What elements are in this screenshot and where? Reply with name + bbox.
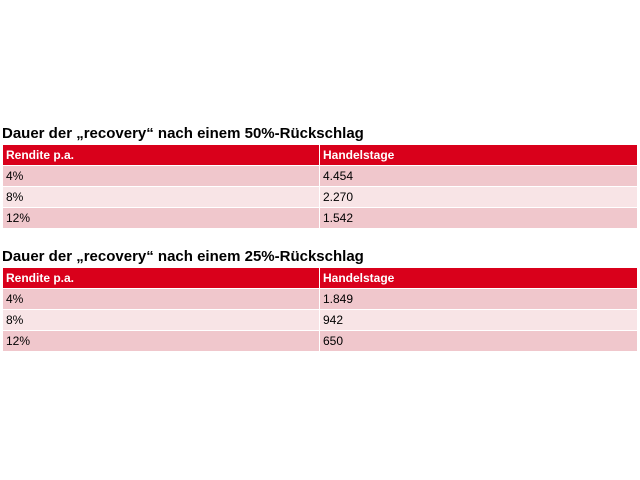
table-cell: 650	[319, 330, 638, 352]
table-cell: 8%	[2, 309, 320, 331]
table-cell: 4%	[2, 165, 320, 187]
table-block: Dauer der „recovery“ nach einem 25%-Rück…	[2, 247, 638, 352]
table-row: 4% 4.454	[2, 165, 638, 187]
table-cell: 4%	[2, 288, 320, 310]
header-cell: Rendite p.a.	[2, 267, 320, 289]
table-block: Dauer der „recovery“ nach einem 50%-Rück…	[2, 124, 638, 229]
header-row: Rendite p.a. Handelstage	[2, 144, 638, 166]
header-row: Rendite p.a. Handelstage	[2, 267, 638, 289]
table-title: Dauer der „recovery“ nach einem 50%-Rück…	[2, 125, 364, 142]
data-table: Rendite p.a. Handelstage 4% 1.849 8% 942 12% 65…	[2, 267, 638, 352]
table-title: Dauer der „recovery“ nach einem 25%-Rück…	[2, 248, 364, 265]
table-row: 4% 1.849	[2, 288, 638, 310]
table-cell: 4.454	[319, 165, 638, 187]
table-cell: 8%	[2, 186, 320, 208]
header-cell: Handelstage	[319, 267, 638, 289]
table-cell: 12%	[2, 330, 320, 352]
header-cell: Rendite p.a.	[2, 144, 320, 166]
table-cell: 1.849	[319, 288, 638, 310]
table-row: 8% 942	[2, 309, 638, 331]
table-cell: 1.542	[319, 207, 638, 229]
data-table: Rendite p.a. Handelstage 4% 4.454 8% 2.270 12%…	[2, 144, 638, 229]
header-cell: Handelstage	[319, 144, 638, 166]
table-row: 12% 1.542	[2, 207, 638, 229]
table-row: 12% 650	[2, 330, 638, 352]
table-cell: 942	[319, 309, 638, 331]
table-cell: 2.270	[319, 186, 638, 208]
table-cell: 12%	[2, 207, 320, 229]
table-row: 8% 2.270	[2, 186, 638, 208]
